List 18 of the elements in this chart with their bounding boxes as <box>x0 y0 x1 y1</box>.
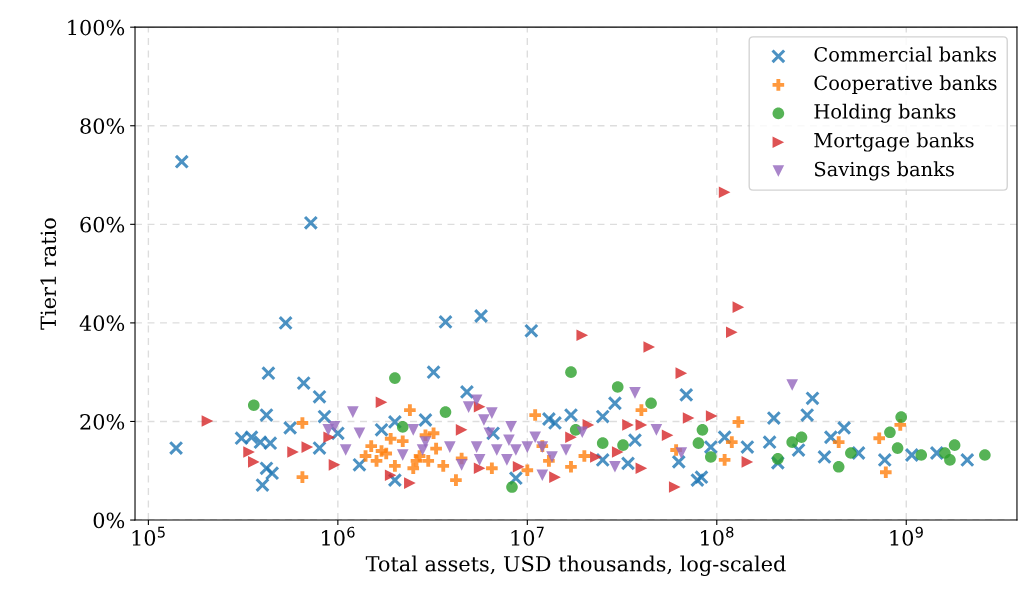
y-tick-label: 80% <box>80 118 125 134</box>
x-axis-title: Total assets, USD thousands, log-scaled <box>365 555 786 576</box>
legend-label: Holding banks <box>814 103 956 123</box>
y-tick-label: 40% <box>79 315 125 332</box>
y-tick-label: 100% <box>68 19 125 36</box>
legend-label: Savings banks <box>814 161 954 181</box>
y-axis-title: Tier1 ratio <box>40 218 57 330</box>
x-tick-label: 10$^{8}$ <box>701 526 734 546</box>
legend-label: Cooperative banks <box>814 75 997 94</box>
y-tick-label: 20% <box>80 413 125 430</box>
legend-label: Mortgage banks <box>814 132 974 152</box>
x-tick-label: 10$^{6}$ <box>322 526 355 546</box>
x-tick-label: 10$^{7}$ <box>511 526 544 546</box>
x-tick-label: 10$^{9}$ <box>890 526 923 546</box>
legend-label: Commercial banks <box>814 46 997 62</box>
y-tick-label: 60% <box>80 216 125 233</box>
y-tick-label: 0% <box>93 512 125 529</box>
x-tick-label: 10$^{5}$ <box>132 526 165 546</box>
